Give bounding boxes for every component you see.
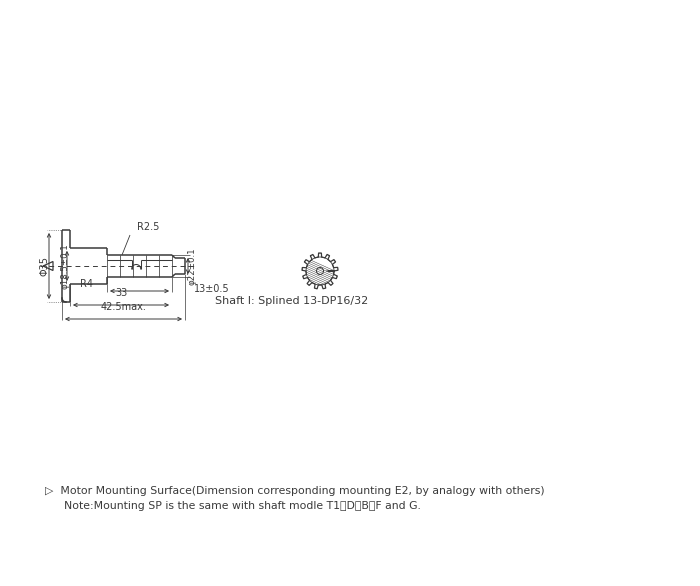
Text: R2.5: R2.5	[136, 222, 159, 232]
Text: Shaft I: Splined 13-DP16/32: Shaft I: Splined 13-DP16/32	[215, 296, 368, 306]
Text: 42.5max.: 42.5max.	[101, 302, 146, 312]
Text: Φ35: Φ35	[40, 256, 50, 276]
Text: R4: R4	[80, 279, 93, 289]
Text: ▷  Motor Mounting Surface(Dimension corresponding mounting E2, by analogy with o: ▷ Motor Mounting Surface(Dimension corre…	[45, 486, 545, 496]
Text: φ18.5±0.1: φ18.5±0.1	[60, 243, 69, 289]
Text: 13±0.5: 13±0.5	[194, 284, 230, 294]
Text: 33: 33	[115, 288, 127, 298]
Text: Note:Mounting SP is the same with shaft modle T1、D、B、F and G.: Note:Mounting SP is the same with shaft …	[64, 501, 421, 511]
Text: φ22±0.1: φ22±0.1	[188, 247, 197, 285]
